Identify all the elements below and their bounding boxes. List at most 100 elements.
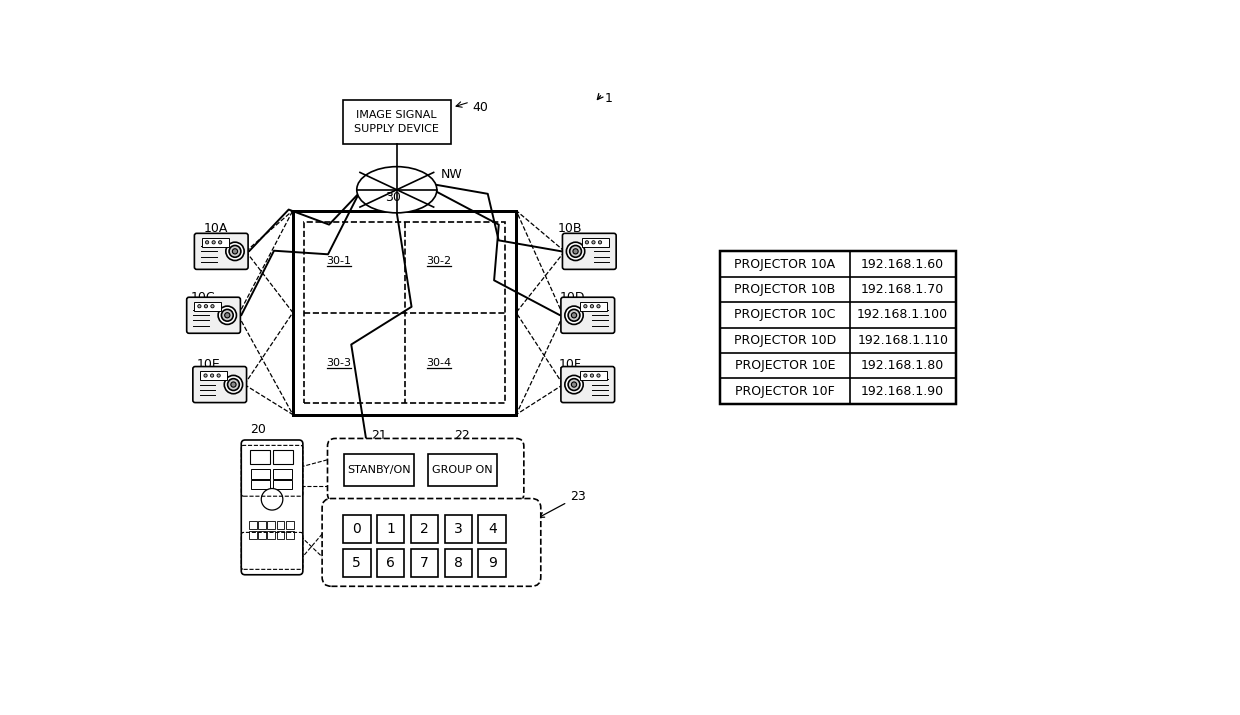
Text: 10E: 10E [196, 358, 219, 371]
Circle shape [211, 374, 213, 378]
Text: 7: 7 [420, 556, 429, 570]
Circle shape [231, 382, 236, 388]
Circle shape [590, 305, 594, 308]
Bar [201, 371, 227, 380]
Text: 6: 6 [386, 556, 396, 570]
Circle shape [568, 379, 580, 390]
Circle shape [565, 375, 583, 394]
Text: SUPPLY DEVICE: SUPPLY DEVICE [355, 124, 439, 134]
Circle shape [596, 305, 600, 308]
Text: 30-4: 30-4 [427, 358, 451, 368]
Circle shape [228, 379, 239, 390]
Text: 1: 1 [605, 92, 613, 105]
Bar [377, 516, 404, 543]
Bar [345, 454, 414, 486]
Bar [258, 521, 265, 528]
Circle shape [203, 374, 207, 378]
Text: 20: 20 [250, 423, 265, 436]
Bar [195, 302, 221, 311]
Text: 10F: 10F [558, 358, 582, 371]
Bar [273, 469, 293, 478]
Circle shape [224, 312, 229, 318]
Text: PROJECTOR 10F: PROJECTOR 10F [735, 385, 835, 398]
Text: 192.168.1.60: 192.168.1.60 [861, 257, 944, 270]
Circle shape [229, 245, 241, 257]
Bar [479, 549, 506, 577]
Bar [286, 521, 294, 528]
Bar [293, 210, 516, 415]
Text: GROUP ON: GROUP ON [432, 465, 492, 475]
FancyBboxPatch shape [187, 297, 241, 333]
Text: 192.168.1.110: 192.168.1.110 [857, 334, 949, 347]
Circle shape [567, 242, 585, 260]
Circle shape [591, 241, 595, 244]
Bar [580, 302, 608, 311]
Bar [268, 521, 275, 528]
FancyBboxPatch shape [322, 498, 541, 586]
Circle shape [206, 241, 208, 244]
Text: 1: 1 [386, 523, 396, 536]
Text: 4: 4 [487, 523, 497, 536]
Circle shape [584, 305, 587, 308]
Text: 192.168.1.100: 192.168.1.100 [857, 308, 949, 321]
Bar [582, 237, 609, 247]
Circle shape [573, 249, 578, 254]
Text: 2: 2 [420, 523, 429, 536]
Text: 30-3: 30-3 [326, 358, 352, 368]
Bar [277, 521, 284, 528]
Circle shape [590, 374, 594, 378]
Text: 22: 22 [454, 429, 470, 443]
Circle shape [218, 306, 237, 325]
Circle shape [224, 375, 243, 394]
Text: PROJECTOR 10D: PROJECTOR 10D [734, 334, 836, 347]
FancyBboxPatch shape [193, 367, 247, 403]
Circle shape [262, 488, 283, 510]
FancyBboxPatch shape [560, 297, 615, 333]
Circle shape [232, 249, 238, 254]
Circle shape [197, 305, 201, 308]
Bar [428, 454, 497, 486]
Ellipse shape [357, 167, 436, 213]
Text: NW: NW [440, 168, 463, 181]
Text: 21: 21 [371, 429, 387, 443]
Circle shape [569, 245, 582, 257]
Bar [277, 531, 284, 538]
Bar [250, 469, 270, 478]
Text: 192.168.1.70: 192.168.1.70 [861, 283, 945, 296]
Text: 30-2: 30-2 [427, 255, 451, 265]
Circle shape [211, 305, 215, 308]
Text: 10A: 10A [203, 222, 228, 235]
Bar [304, 222, 505, 403]
Text: STANBY/ON: STANBY/ON [347, 465, 410, 475]
Bar [202, 237, 229, 247]
Circle shape [585, 241, 589, 244]
Bar [444, 549, 472, 577]
Bar [479, 516, 506, 543]
Bar [343, 549, 371, 577]
Bar [249, 450, 270, 464]
Text: 10C: 10C [191, 291, 215, 304]
Circle shape [212, 241, 216, 244]
Bar [268, 531, 275, 538]
Text: IMAGE SIGNAL: IMAGE SIGNAL [356, 110, 438, 120]
FancyBboxPatch shape [242, 440, 303, 575]
Bar [249, 521, 257, 528]
Text: 3: 3 [454, 523, 463, 536]
Bar [580, 371, 608, 380]
Bar [286, 531, 294, 538]
Text: 9: 9 [487, 556, 497, 570]
Bar [343, 516, 371, 543]
Text: 5: 5 [352, 556, 361, 570]
Text: PROJECTOR 10E: PROJECTOR 10E [734, 359, 835, 373]
Text: PROJECTOR 10C: PROJECTOR 10C [734, 308, 836, 321]
Bar [343, 99, 450, 144]
FancyBboxPatch shape [327, 438, 523, 502]
Circle shape [565, 306, 583, 325]
Bar [720, 252, 956, 404]
FancyBboxPatch shape [563, 233, 616, 270]
FancyBboxPatch shape [560, 367, 615, 403]
Bar [250, 480, 270, 489]
Bar [444, 516, 472, 543]
Text: 192.168.1.90: 192.168.1.90 [861, 385, 944, 398]
Text: PROJECTOR 10A: PROJECTOR 10A [734, 257, 836, 270]
